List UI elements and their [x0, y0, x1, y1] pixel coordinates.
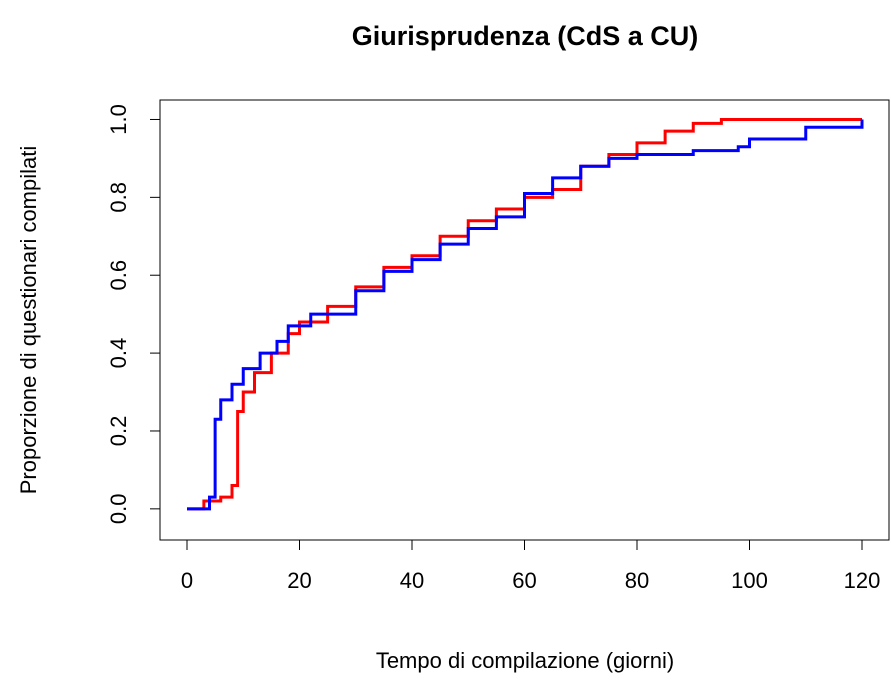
y-tick-label: 1.0: [106, 104, 131, 135]
x-tick-label: 20: [287, 568, 311, 593]
x-tick-label: 40: [400, 568, 424, 593]
x-tick-label: 120: [844, 568, 881, 593]
y-tick-label: 0.6: [106, 260, 131, 291]
x-tick-label: 60: [512, 568, 536, 593]
y-tick-label: 0.8: [106, 182, 131, 213]
plot-frame: [159, 99, 890, 541]
step-line: [187, 117, 862, 511]
x-tick-label: 80: [625, 568, 649, 593]
x-tick-label: 0: [181, 568, 193, 593]
y-tick-label: 0.0: [106, 494, 131, 525]
y-tick-label: 0.2: [106, 416, 131, 447]
step-line: [187, 119, 864, 511]
chart-title: Giurisprudenza (CdS a CU): [352, 21, 699, 51]
x-tick-label: 100: [731, 568, 768, 593]
y-tick-label: 0.4: [106, 338, 131, 369]
y-axis-label: Proporzione di questionari compilati: [16, 146, 41, 495]
x-axis-label: Tempo di compilazione (giorni): [376, 648, 674, 673]
